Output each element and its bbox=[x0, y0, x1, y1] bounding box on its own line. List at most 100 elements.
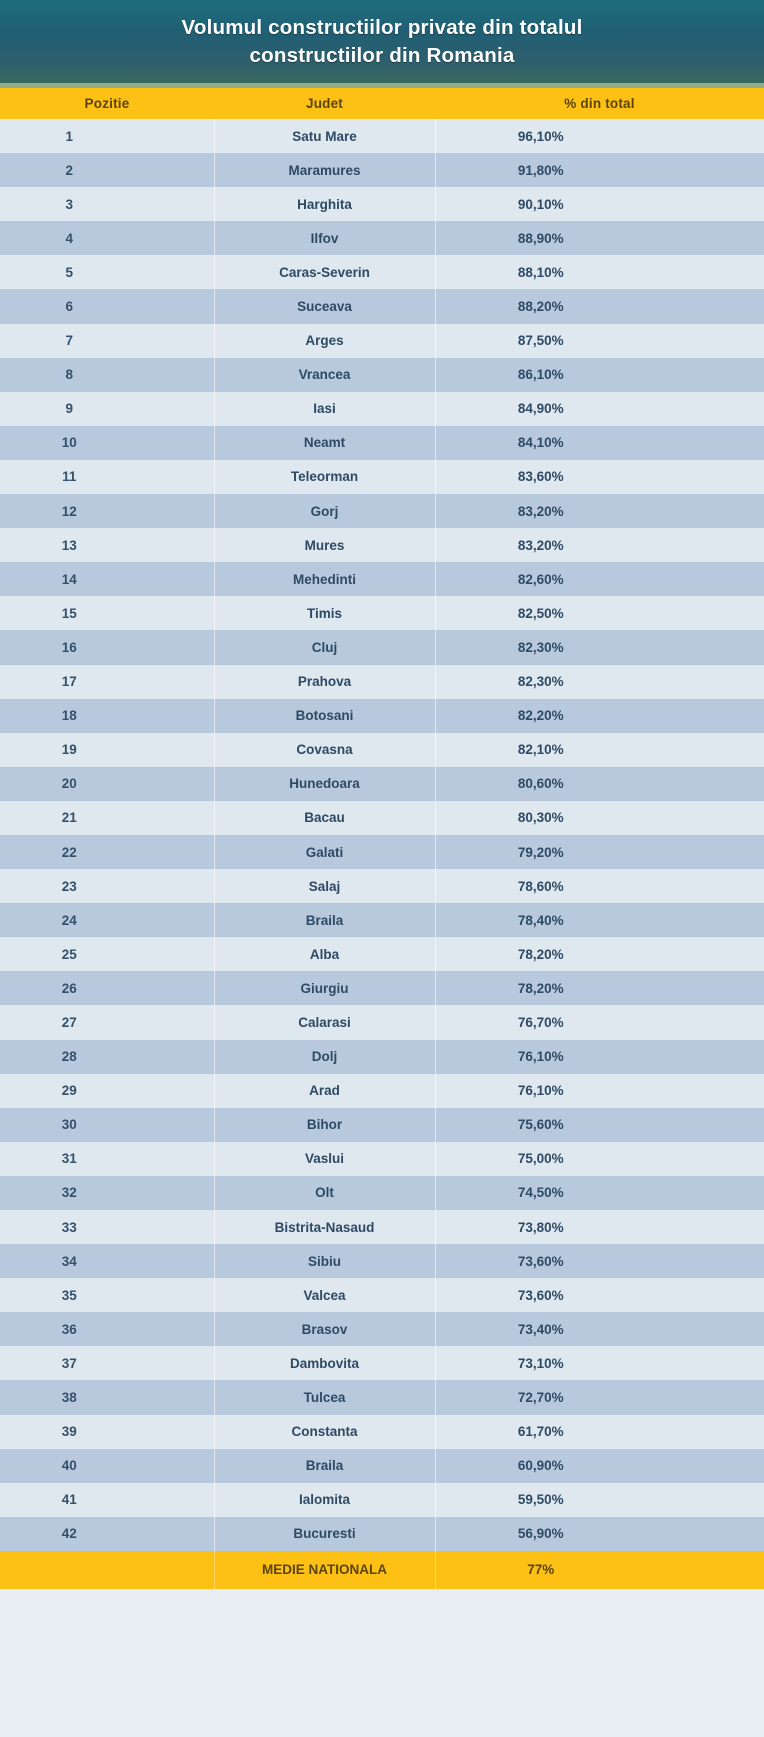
cell-percentage: 80,60% bbox=[435, 766, 764, 801]
cell-position: 35 bbox=[0, 1278, 215, 1313]
page-title-line-1: Volumul constructiilor private din total… bbox=[181, 15, 583, 39]
cell-position: 20 bbox=[0, 766, 215, 801]
cell-percentage: 83,20% bbox=[435, 528, 764, 563]
cell-county-name: Galati bbox=[214, 834, 436, 870]
cell-percentage: 83,60% bbox=[435, 459, 764, 495]
cell-county-name: Satu Mare bbox=[214, 119, 436, 154]
cell-percentage: 73,60% bbox=[435, 1278, 764, 1313]
footer-label: MEDIE NATIONALA bbox=[214, 1550, 436, 1589]
cell-county-name: Ilfov bbox=[214, 221, 436, 256]
cell-county-name: Mures bbox=[214, 528, 436, 563]
cell-position: 8 bbox=[0, 357, 215, 392]
cell-county-name: Braila bbox=[214, 1448, 436, 1483]
cell-county-name: Teleorman bbox=[214, 459, 436, 495]
cell-position: 11 bbox=[0, 459, 215, 495]
cell-position: 10 bbox=[0, 425, 215, 460]
cell-percentage: 82,60% bbox=[435, 562, 764, 597]
table-row: 34 Sibiu 73,60% bbox=[0, 1244, 764, 1279]
cell-percentage: 82,20% bbox=[435, 698, 764, 733]
table-row: 9 Iasi 84,90% bbox=[0, 391, 764, 426]
cell-position: 29 bbox=[0, 1073, 215, 1108]
cell-position: 40 bbox=[0, 1448, 215, 1483]
table-header: Pozitie Judet % din total bbox=[0, 88, 764, 119]
cell-percentage: 83,20% bbox=[435, 494, 764, 529]
table-row: 29 Arad 76,10% bbox=[0, 1073, 764, 1108]
table-row: 40 Braila 60,90% bbox=[0, 1448, 764, 1483]
cell-county-name: Bihor bbox=[214, 1107, 436, 1142]
cell-percentage: 78,40% bbox=[435, 903, 764, 938]
cell-position: 27 bbox=[0, 1005, 215, 1040]
cell-position: 12 bbox=[0, 494, 215, 529]
cell-county-name: Prahova bbox=[214, 664, 436, 699]
cell-position: 25 bbox=[0, 937, 215, 972]
cell-county-name: Vrancea bbox=[214, 357, 436, 392]
table-row: 26 Giurgiu 78,20% bbox=[0, 971, 764, 1006]
cell-percentage: 73,10% bbox=[435, 1346, 764, 1381]
cell-position: 18 bbox=[0, 698, 215, 733]
table-row: 11 Teleorman 83,60% bbox=[0, 459, 764, 495]
cell-position: 5 bbox=[0, 255, 215, 290]
table-row: 30 Bihor 75,60% bbox=[0, 1107, 764, 1142]
cell-percentage: 74,50% bbox=[435, 1175, 764, 1210]
column-header-procent: % din total bbox=[435, 88, 764, 119]
cell-position: 19 bbox=[0, 732, 215, 767]
table-row: 27 Calarasi 76,70% bbox=[0, 1005, 764, 1040]
footer-value: 77% bbox=[435, 1550, 764, 1589]
table-row: 41 Ialomita 59,50% bbox=[0, 1482, 764, 1517]
cell-percentage: 76,10% bbox=[435, 1073, 764, 1108]
table-row: 1 Satu Mare 96,10% bbox=[0, 119, 764, 154]
cell-county-name: Sibiu bbox=[214, 1244, 436, 1279]
cell-county-name: Dolj bbox=[214, 1039, 436, 1074]
cell-position: 13 bbox=[0, 528, 215, 563]
page-title: Volumul constructiilor private din total… bbox=[182, 14, 583, 71]
cell-position: 6 bbox=[0, 289, 215, 324]
cell-percentage: 75,00% bbox=[435, 1141, 764, 1176]
table-row: 5 Caras-Severin 88,10% bbox=[0, 255, 764, 290]
cell-position: 30 bbox=[0, 1107, 215, 1142]
cell-position: 31 bbox=[0, 1141, 215, 1176]
cell-percentage: 82,30% bbox=[435, 664, 764, 699]
cell-county-name: Caras-Severin bbox=[214, 255, 436, 290]
table-row: 31 Vaslui 75,00% bbox=[0, 1141, 764, 1176]
cell-position: 38 bbox=[0, 1380, 215, 1415]
cell-position: 41 bbox=[0, 1482, 215, 1517]
cell-percentage: 80,30% bbox=[435, 800, 764, 835]
cell-position: 16 bbox=[0, 630, 215, 665]
cell-percentage: 84,90% bbox=[435, 391, 764, 426]
cell-county-name: Neamt bbox=[214, 425, 436, 460]
cell-percentage: 72,70% bbox=[435, 1380, 764, 1415]
cell-percentage: 78,60% bbox=[435, 869, 764, 904]
table-row: 23 Salaj 78,60% bbox=[0, 869, 764, 904]
table-row: 7 Arges 87,50% bbox=[0, 323, 764, 358]
cell-position: 26 bbox=[0, 971, 215, 1006]
cell-county-name: Vaslui bbox=[214, 1141, 436, 1176]
cell-position: 4 bbox=[0, 221, 215, 256]
cell-percentage: 82,30% bbox=[435, 630, 764, 665]
cell-percentage: 73,80% bbox=[435, 1210, 764, 1245]
cell-percentage: 88,10% bbox=[435, 255, 764, 290]
cell-percentage: 73,40% bbox=[435, 1312, 764, 1347]
cell-county-name: Alba bbox=[214, 937, 436, 972]
column-header-pozitie: Pozitie bbox=[0, 88, 214, 119]
page-title-line-2: constructiilor din Romania bbox=[249, 44, 515, 67]
cell-percentage: 78,20% bbox=[435, 937, 764, 972]
cell-percentage: 96,10% bbox=[435, 119, 764, 154]
table-row: 42 Bucuresti 56,90% bbox=[0, 1516, 764, 1551]
cell-percentage: 76,10% bbox=[435, 1039, 764, 1074]
table-row: 22 Galati 79,20% bbox=[0, 834, 764, 870]
cell-position: 9 bbox=[0, 391, 215, 426]
cell-county-name: Bucuresti bbox=[214, 1516, 436, 1551]
cell-position: 32 bbox=[0, 1175, 215, 1210]
table-row: 24 Braila 78,40% bbox=[0, 903, 764, 938]
table-footer: MEDIE NATIONALA 77% bbox=[0, 1550, 764, 1589]
cell-county-name: Calarasi bbox=[214, 1005, 436, 1040]
cell-percentage: 82,10% bbox=[435, 732, 764, 767]
cell-county-name: Bacau bbox=[214, 800, 436, 835]
cell-percentage: 88,90% bbox=[435, 221, 764, 256]
table-body: 1 Satu Mare 96,10% 2 Maramures 91,80% 3 Harghit… bbox=[0, 119, 764, 1551]
table-row: 20 Hunedoara 80,60% bbox=[0, 766, 764, 801]
cell-percentage: 79,20% bbox=[435, 834, 764, 870]
cell-county-name: Suceava bbox=[214, 289, 436, 324]
table-row: 37 Dambovita 73,10% bbox=[0, 1346, 764, 1381]
